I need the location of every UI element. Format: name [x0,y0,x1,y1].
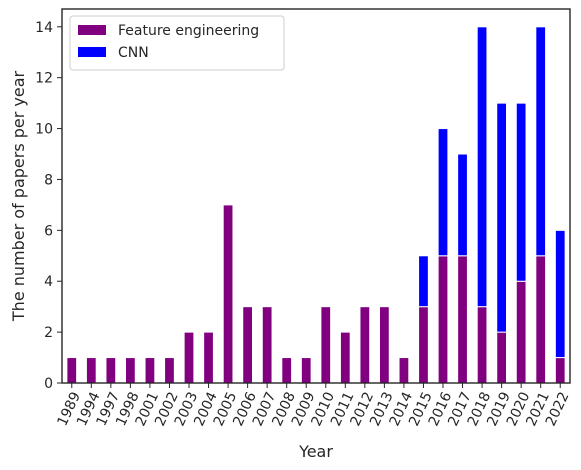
bar-feature-engineering-2012 [359,306,371,384]
bar-feature-engineering-1998 [125,357,136,384]
bar-cnn-2016 [437,128,449,257]
bar-cnn-2022 [554,229,566,359]
y-tick-label: 14 [35,20,53,36]
y-tick-label: 2 [44,325,53,341]
legend-box [69,15,285,71]
bar-feature-engineering-2004 [203,331,214,384]
bar-feature-engineering-2006 [242,306,253,384]
legend-swatch-feature-engineering [78,25,106,35]
y-tick-label: 8 [44,172,53,188]
bar-feature-engineering-2001 [144,357,156,384]
y-axis-title: The number of papers per year [9,70,28,322]
legend-swatch-cnn [78,47,106,57]
y-tick-label: 0 [44,376,53,392]
bar-feature-engineering-2020 [515,280,527,384]
y-tick-label: 10 [35,122,53,138]
bar-cnn-2017 [457,153,468,257]
bar-feature-engineering-1997 [105,357,117,384]
legend-label-cnn: CNN [118,45,149,61]
bar-feature-engineering-1994 [85,357,97,384]
bar-feature-engineering-2018 [476,306,488,384]
x-axis-title: Year [298,442,333,461]
bar-feature-engineering-2008 [281,357,293,384]
legend: Feature engineering CNN [69,15,285,71]
bar-feature-engineering-2016 [437,255,449,384]
bar-cnn-2020 [515,102,527,282]
bar-feature-engineering-2011 [339,331,351,384]
plot-frame [61,8,571,384]
y-tick-label: 6 [44,223,53,239]
bars-layer [66,26,566,384]
bar-cnn-2021 [535,26,547,257]
x-axis: 1989199419971998200120022003200420052006… [54,383,572,429]
bar-feature-engineering-2002 [164,357,175,384]
bar-feature-engineering-2019 [496,331,508,384]
y-axis: 0 2 4 6 8 10 12 14 [35,20,62,392]
bar-feature-engineering-2017 [457,255,468,384]
bar-feature-engineering-2015 [418,306,429,384]
bar-feature-engineering-2003 [183,331,195,384]
bar-feature-engineering-2005 [222,204,234,384]
bar-feature-engineering-1989 [66,357,78,384]
bar-cnn-2018 [476,26,488,308]
bar-feature-engineering-2010 [320,306,332,384]
bar-feature-engineering-2007 [261,306,273,384]
bar-cnn-2019 [496,102,508,333]
bar-feature-engineering-2021 [535,255,547,384]
bar-feature-engineering-2014 [398,357,410,384]
bar-feature-engineering-2013 [379,306,390,384]
y-tick-label: 4 [44,274,53,290]
legend-label-feature-engineering: Feature engineering [118,23,259,39]
bar-feature-engineering-2022 [554,357,566,384]
bar-feature-engineering-2009 [300,357,312,384]
bar-cnn-2015 [418,255,429,308]
y-tick-label: 12 [35,71,53,87]
